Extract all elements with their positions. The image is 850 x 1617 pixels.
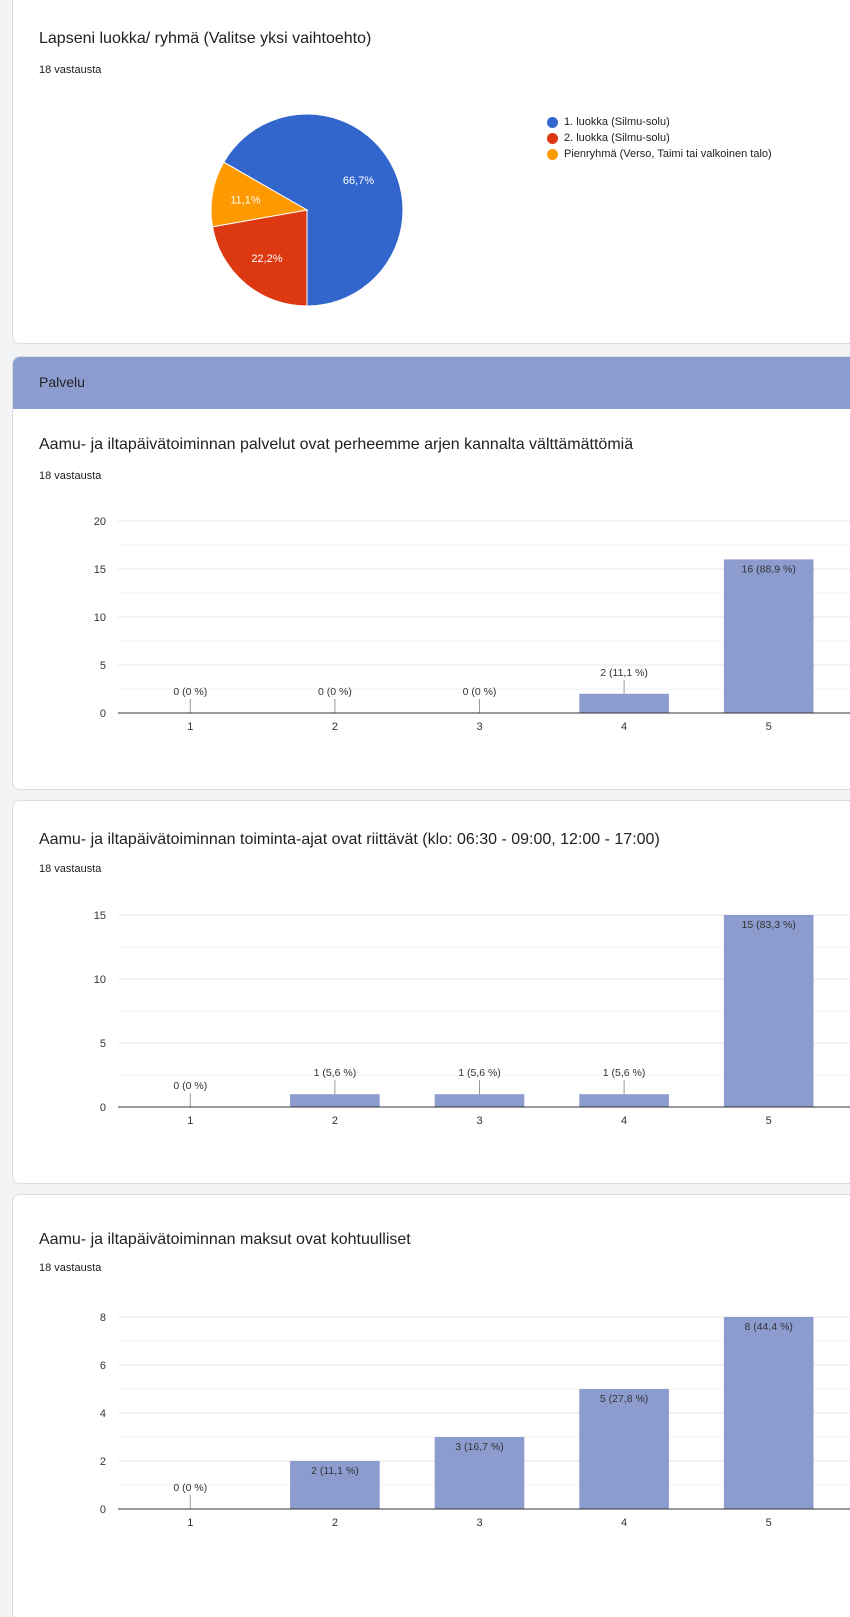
pie-slice-label: 22,2%: [251, 253, 282, 265]
question-title: Aamu- ja iltapäivätoiminnan palvelut ova…: [39, 436, 634, 453]
y-tick-label: 8: [100, 1312, 106, 1324]
x-tick-label: 2: [332, 721, 338, 733]
data-label: 2 (11,1 %): [600, 667, 648, 679]
y-tick-label: 10: [94, 612, 106, 624]
x-tick-label: 5: [766, 1517, 772, 1529]
bar[interactable]: [290, 1094, 380, 1107]
data-label: 15 (83,3 %): [742, 919, 796, 931]
question-card-class-group: Lapseni luokka/ ryhmä (Valitse yksi vaih…: [12, 0, 850, 344]
bar[interactable]: [579, 1094, 669, 1107]
bar[interactable]: [434, 1437, 525, 1509]
bar[interactable]: [723, 1317, 814, 1509]
data-label: 0 (0 %): [318, 686, 352, 698]
section-header: Palvelu: [13, 357, 850, 409]
data-label: 1 (5,6 %): [458, 1067, 501, 1079]
legend-label: 2. luokka (Silmu-solu): [564, 132, 670, 144]
response-count: 18 vastausta: [39, 1262, 102, 1274]
legend-swatch: [547, 117, 558, 128]
bar-chart-q1: 0 5 10 15 20 0 (0 %) 1 0 (0 %) 2 0 (0 %) 3 2 (11,1 …: [94, 516, 850, 733]
x-tick-label: 1: [187, 721, 193, 733]
x-tick-label: 3: [476, 721, 482, 733]
y-tick-label: 15: [94, 910, 106, 922]
data-label: 5 (27,8 %): [600, 1393, 648, 1405]
data-label: 0 (0 %): [173, 1482, 207, 1494]
section-card-palvelu: Palvelu Aamu- ja iltapäivätoiminnan palv…: [12, 356, 850, 790]
data-label: 1 (5,6 %): [314, 1067, 357, 1079]
response-count: 18 vastausta: [39, 470, 102, 482]
data-label: 8 (44,4 %): [744, 1321, 792, 1333]
question-card-opening-hours: Aamu- ja iltapäivätoiminnan toiminta-aja…: [12, 800, 850, 1184]
question-title: Aamu- ja iltapäivätoiminnan toiminta-aja…: [39, 831, 660, 848]
legend-label: Pienryhmä (Verso, Taimi tai valkoinen ta…: [564, 148, 772, 160]
pie-legend: 1. luokka (Silmu-solu) 2. luokka (Silmu-s…: [547, 116, 797, 164]
bar[interactable]: [290, 1461, 380, 1509]
bar-chart-q3: 0 2 4 6 8 0 (0 %) 1 2 (11,1 %) 2 3 (16,7 %) 3 5 (27…: [100, 1312, 850, 1529]
x-tick-label: 1: [187, 1115, 193, 1127]
pie-slice-label: 11,1%: [230, 194, 261, 206]
data-label: 16 (88,9 %): [742, 563, 796, 575]
question-card-fees: Aamu- ja iltapäivätoiminnan maksut ovat …: [12, 1194, 850, 1617]
x-tick-label: 3: [476, 1115, 482, 1127]
y-tick-label: 4: [100, 1408, 106, 1420]
question-title: Aamu- ja iltapäivätoiminnan maksut ovat …: [39, 1231, 411, 1248]
y-tick-label: 0: [100, 708, 106, 720]
data-label: 3 (16,7 %): [455, 1441, 503, 1453]
y-tick-label: 0: [100, 1504, 106, 1516]
y-tick-label: 2: [100, 1456, 106, 1468]
legend-item[interactable]: Pienryhmä (Verso, Taimi tai valkoinen ta…: [547, 148, 797, 161]
response-count: 18 vastausta: [39, 64, 102, 76]
y-tick-label: 20: [94, 516, 106, 528]
pie-chart: 66,7% 22,2% 11,1%: [210, 113, 404, 307]
bar[interactable]: [434, 1094, 525, 1107]
x-tick-label: 4: [621, 721, 627, 733]
legend-swatch: [547, 133, 558, 144]
x-tick-label: 2: [332, 1115, 338, 1127]
bar[interactable]: [723, 559, 814, 713]
bar[interactable]: [579, 693, 669, 713]
y-tick-label: 5: [100, 660, 106, 672]
pie-slice-label: 66,7%: [343, 175, 374, 187]
legend-item[interactable]: 2. luokka (Silmu-solu): [547, 132, 797, 145]
legend-swatch: [547, 149, 558, 160]
pie-slice-3[interactable]: [210, 161, 309, 228]
x-tick-label: 5: [766, 1115, 772, 1127]
response-count: 18 vastausta: [39, 863, 102, 875]
data-label: 0 (0 %): [173, 686, 207, 698]
data-label: 0 (0 %): [463, 686, 497, 698]
y-tick-label: 15: [94, 564, 106, 576]
pie-slice-1[interactable]: [223, 113, 404, 307]
data-label: 0 (0 %): [173, 1080, 207, 1092]
y-tick-label: 10: [94, 974, 106, 986]
data-label: 2 (11,1 %): [311, 1465, 359, 1477]
x-tick-label: 3: [476, 1517, 482, 1529]
bar[interactable]: [579, 1389, 669, 1509]
pie-slice-2[interactable]: [211, 209, 308, 307]
x-tick-label: 2: [332, 1517, 338, 1529]
y-tick-label: 5: [100, 1038, 106, 1050]
y-tick-label: 6: [100, 1360, 106, 1372]
x-tick-label: 5: [766, 721, 772, 733]
bar[interactable]: [723, 915, 814, 1107]
section-title: Palvelu: [39, 374, 85, 390]
question-title: Lapseni luokka/ ryhmä (Valitse yksi vaih…: [39, 30, 372, 47]
x-tick-label: 1: [187, 1517, 193, 1529]
data-label: 1 (5,6 %): [603, 1067, 646, 1079]
y-tick-label: 0: [100, 1102, 106, 1114]
legend-label: 1. luokka (Silmu-solu): [564, 116, 670, 128]
bar-chart-q2: 0 5 10 15 0 (0 %) 1 1 (5,6 %) 2 1 (5,6 %) 3 1 (5,6…: [94, 910, 850, 1127]
legend-item[interactable]: 1. luokka (Silmu-solu): [547, 116, 797, 129]
x-tick-label: 4: [621, 1115, 627, 1127]
x-tick-label: 4: [621, 1517, 627, 1529]
